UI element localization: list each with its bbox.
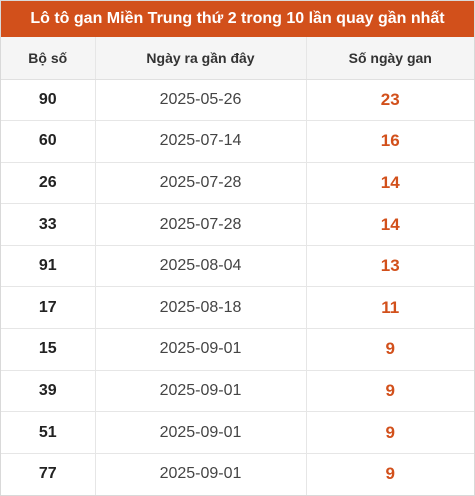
row-days: 9: [306, 411, 474, 454]
row-date: 2025-08-18: [95, 286, 307, 330]
table-row: 77 2025-09-01 9: [1, 453, 474, 495]
row-number: 39: [1, 370, 96, 413]
row-number: 60: [1, 120, 96, 163]
row-date: 2025-07-14: [95, 120, 307, 163]
table-row: 15 2025-09-01 9: [1, 328, 474, 371]
row-number: 51: [1, 411, 96, 454]
row-days: 9: [385, 464, 395, 484]
column-header-days: Số ngày gan: [306, 37, 474, 80]
row-date: 2025-07-28: [95, 162, 307, 205]
row-date: 2025-07-28: [95, 203, 307, 246]
row-date: 2025-09-01: [95, 453, 307, 495]
row-number: 91: [1, 245, 96, 288]
table-row: 90 2025-05-26 23: [1, 79, 474, 122]
row-days: 13: [306, 245, 474, 288]
table-row: 60 2025-07-14 16: [1, 120, 474, 163]
column-header-date: Ngày ra gần đây: [95, 37, 307, 80]
panel-title: Lô tô gan Miền Trung thứ 2 trong 10 lần …: [1, 1, 474, 37]
row-days: 23: [306, 79, 474, 122]
table-header-row: Bộ số Ngày ra gần đây Số ngày gan: [1, 37, 474, 80]
row-date: 2025-09-01: [95, 411, 307, 454]
row-number: 26: [1, 162, 96, 205]
table-row: 33 2025-07-28 14: [1, 203, 474, 246]
row-number: 17: [1, 286, 96, 330]
table-row: 91 2025-08-04 13: [1, 245, 474, 288]
row-date: 2025-09-01: [95, 328, 307, 371]
column-header-number: Bộ số: [1, 37, 96, 80]
lo-gan-table: Bộ số Ngày ra gần đây Số ngày gan 90 202…: [1, 37, 474, 495]
row-number: 90: [1, 79, 96, 122]
row-number: 15: [1, 328, 96, 371]
table-row: 39 2025-09-01 9: [1, 370, 474, 413]
row-number: 77: [1, 453, 96, 495]
row-date: 2025-09-01: [95, 370, 307, 413]
table-row: 26 2025-07-28 14: [1, 162, 474, 205]
row-days: 9: [306, 328, 474, 371]
row-days: 14: [306, 203, 474, 246]
row-days: 9: [306, 370, 474, 413]
row-days: 14: [306, 162, 474, 205]
row-number: 33: [1, 203, 96, 246]
table-row: 17 2025-08-18 11: [1, 286, 474, 330]
row-days: 16: [306, 120, 474, 163]
row-date: 2025-05-26: [95, 79, 307, 122]
row-date: 2025-08-04: [95, 245, 307, 288]
table-row: 51 2025-09-01 9: [1, 411, 474, 454]
row-days: 11: [306, 286, 474, 330]
